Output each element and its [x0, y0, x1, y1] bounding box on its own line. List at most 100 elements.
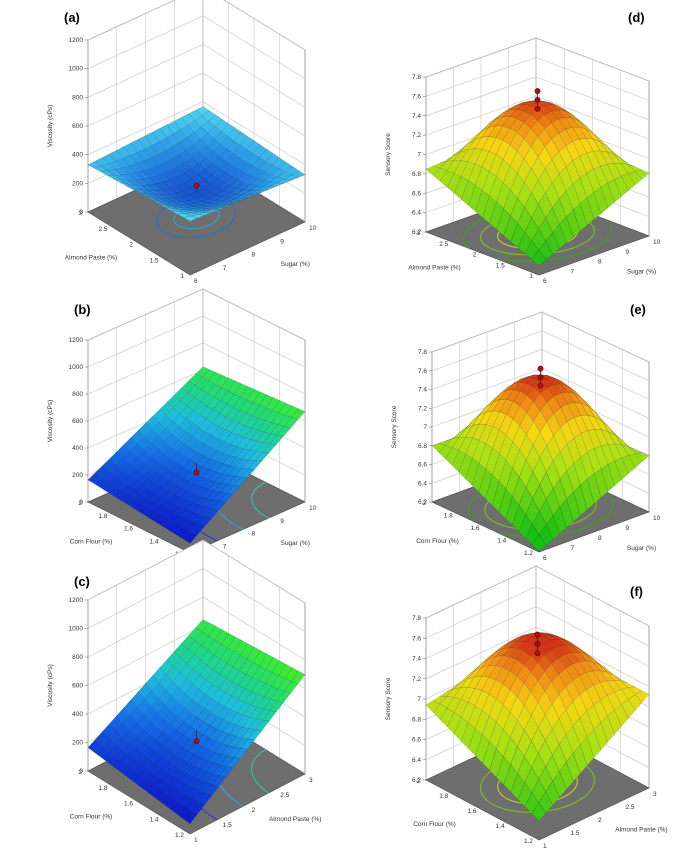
surface-cell — [566, 437, 581, 464]
surface-cell — [492, 399, 507, 412]
surface-cell — [114, 167, 130, 176]
z-tick-label: 6.4 — [412, 210, 421, 217]
surface-cell — [119, 494, 134, 504]
panel-c: (c) 0 200 400 600 800 1000 1200 Viscosity (cPs)… — [0, 539, 345, 847]
right-axis-label: Sugar (%) — [627, 545, 656, 552]
z-tick-label: 1000 — [69, 364, 84, 371]
surface-cell — [241, 194, 255, 201]
z-tick-label: 6.2 — [412, 229, 421, 236]
left-axis-tick-label: 1.4 — [149, 816, 158, 823]
surface-cell — [170, 210, 185, 215]
right-axis-tick-label: 7 — [223, 543, 227, 550]
surface-cell — [220, 390, 235, 405]
surface-cell — [525, 523, 540, 546]
right-axis-tick-label: 9 — [280, 238, 284, 245]
surface-cell — [168, 474, 183, 486]
panel-a: (a) 0 200 400 600 800 1000 1200 Viscosity (cPs)… — [0, 0, 345, 285]
z-tick-label: 6.8 — [418, 443, 427, 450]
surface-cell — [512, 504, 527, 533]
surface-cell — [453, 699, 469, 718]
surface-cell — [465, 458, 480, 486]
surface-cell — [627, 694, 643, 711]
right-axis-label: Almond Paste (%) — [615, 826, 667, 833]
z-tick-label: 7.4 — [412, 656, 421, 663]
surface-cell — [546, 413, 561, 436]
surface-cell — [474, 136, 490, 150]
surface-cell — [164, 521, 179, 532]
panel-label: (e) — [630, 302, 646, 317]
surface-cell — [166, 203, 180, 208]
surface-cell — [432, 695, 448, 705]
surface-cell — [145, 784, 160, 796]
left-axis-tick-label: 1.2 — [524, 550, 533, 557]
z-axis-label: Sensory Score — [385, 677, 392, 720]
left-axis-label: Almond Paste (%) — [65, 255, 117, 262]
panel-b: (b) 0 200 400 600 800 1000 1200 Viscosity (cPs)… — [0, 288, 345, 563]
surface-cell — [183, 531, 198, 544]
left-axis-tick-label: 3 — [416, 230, 420, 237]
surface-cell — [573, 484, 588, 516]
surface-cell — [202, 725, 217, 739]
surface-cell — [580, 452, 595, 480]
surface-cell — [496, 182, 511, 209]
surface-cell — [126, 185, 140, 193]
surface-cell — [498, 488, 513, 519]
surface-cell — [255, 451, 270, 462]
surface-cell — [133, 484, 149, 495]
surface-cell — [614, 457, 629, 480]
surface-cell — [524, 715, 539, 742]
surface-cell — [593, 468, 609, 498]
surface-cell — [580, 478, 595, 510]
surface-cell — [531, 802, 547, 822]
surface-cell — [453, 687, 469, 700]
surface-cell — [161, 480, 176, 492]
surface-cell — [488, 665, 504, 681]
left-axis-tick-label: 1.2 — [524, 838, 533, 845]
surface-cell — [600, 715, 615, 743]
surface-cell — [137, 698, 152, 715]
right-axis-tick-label: 8 — [252, 531, 256, 538]
surface-cell — [565, 160, 581, 185]
surface-cell — [628, 453, 643, 468]
surface-cell — [545, 728, 560, 756]
z-tick-label: 6.8 — [412, 171, 421, 178]
surface-cell — [468, 184, 483, 212]
surface-cell — [93, 165, 109, 173]
left-axis-tick-label: 3 — [78, 210, 82, 217]
surface-plot: 6.2 6.4 6.6 6.8 7 7.2 7.4 7.6 7.8 Sensory Score 1 1… — [385, 37, 661, 285]
axes: 0 200 400 600 800 1000 1200 Viscosity (cPs) 1 1.5… — [47, 37, 317, 285]
surface-cell — [194, 476, 209, 488]
surface-cell — [187, 198, 203, 204]
surface-cell — [458, 453, 473, 480]
surface-cell — [621, 173, 636, 191]
design-point — [193, 469, 200, 476]
design-point — [193, 182, 200, 189]
z-axis-label: Viscosity (cPs) — [47, 664, 54, 707]
surface-cell — [219, 203, 234, 209]
surface-cell — [432, 167, 448, 182]
surface-cell — [219, 484, 235, 494]
surface-cell — [607, 709, 622, 735]
surface-cell — [572, 694, 588, 719]
surface-cell — [489, 201, 504, 230]
surface-cell — [126, 759, 141, 772]
surface-cell — [606, 151, 622, 164]
surface-cell — [212, 206, 226, 211]
left-axis-label: Almond Paste (%) — [408, 265, 460, 272]
surface-cell — [174, 196, 190, 203]
right-axis-tick-label: 7 — [571, 268, 575, 275]
right-axis-tick-label: 7 — [223, 265, 227, 272]
surface-cell — [170, 525, 185, 536]
surface-cell — [194, 746, 209, 759]
surface-cell — [578, 652, 594, 663]
left-axis-tick-label: 1.8 — [444, 513, 453, 520]
surface-cell — [587, 473, 602, 504]
z-tick-label: 600 — [72, 683, 83, 690]
surface-cell — [87, 472, 102, 485]
surface-cell — [162, 724, 177, 739]
surface-cell — [532, 534, 547, 552]
surface-cell — [524, 192, 539, 218]
panel-label: (c) — [74, 574, 90, 589]
surface-cell — [255, 442, 271, 453]
surface-cell — [621, 455, 636, 474]
